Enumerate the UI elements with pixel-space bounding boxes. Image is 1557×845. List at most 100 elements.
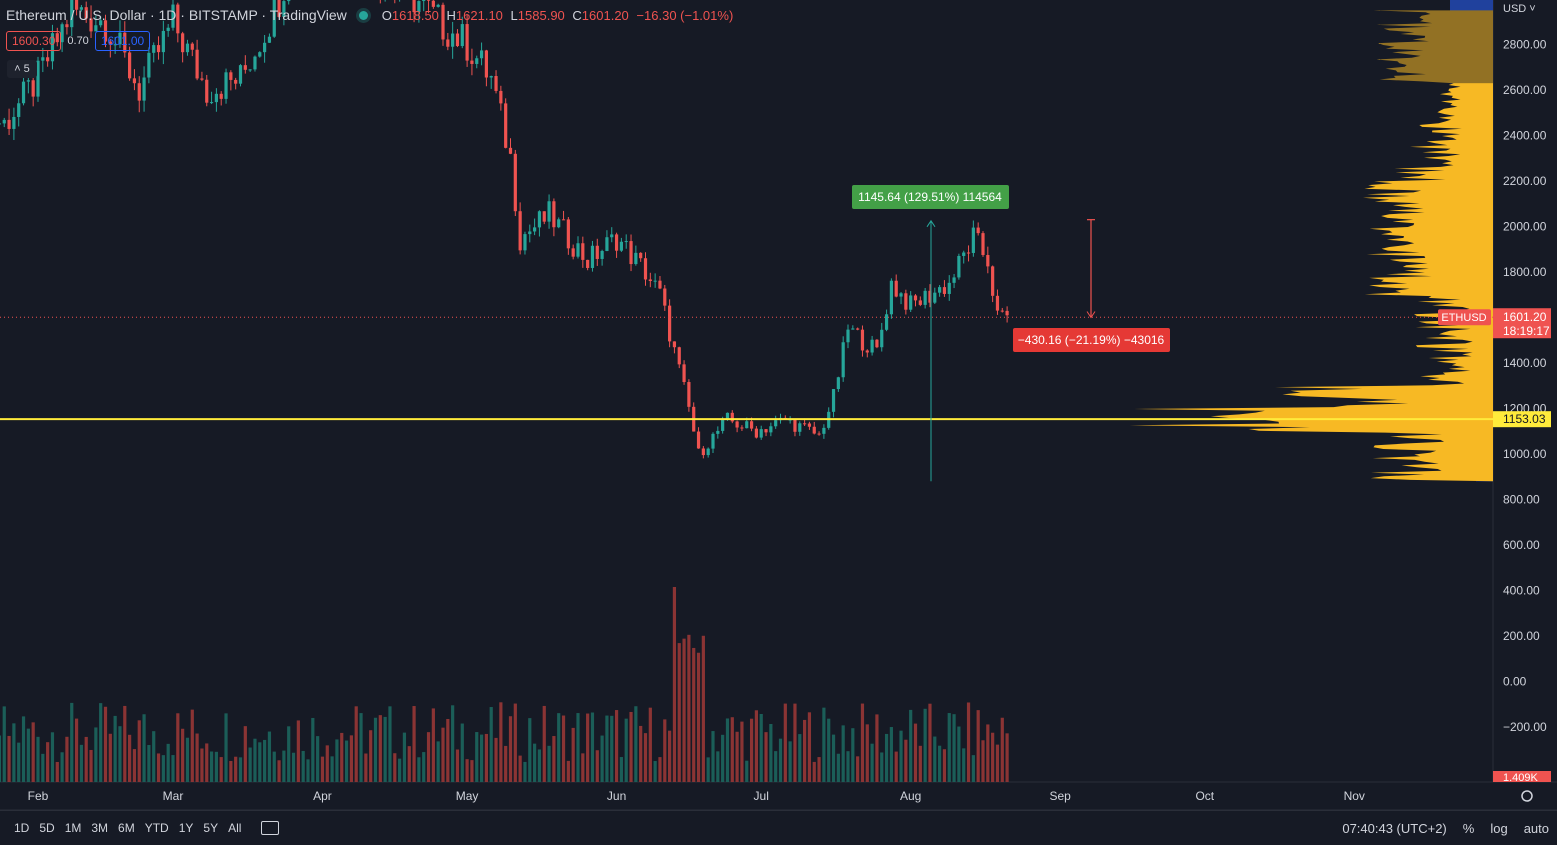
volume-bar bbox=[465, 759, 469, 782]
range-5d[interactable]: 5D bbox=[39, 821, 55, 835]
candle-body bbox=[571, 248, 575, 257]
volume-bar bbox=[364, 753, 368, 782]
range-all[interactable]: All bbox=[228, 821, 242, 835]
candle-body bbox=[547, 201, 551, 222]
range-1y[interactable]: 1Y bbox=[178, 821, 194, 835]
high-value: 1621.10 bbox=[455, 7, 503, 23]
range-6m[interactable]: 6M bbox=[118, 821, 135, 835]
volume-bar bbox=[195, 733, 199, 782]
candle-body bbox=[17, 103, 21, 117]
candle-body bbox=[711, 433, 715, 449]
volume-bar bbox=[971, 755, 975, 782]
volume-bar bbox=[31, 722, 35, 782]
volume-bar bbox=[952, 714, 956, 782]
candle-body bbox=[46, 57, 50, 62]
volume-bar bbox=[933, 736, 937, 782]
sell-button[interactable]: 1600.30 bbox=[6, 31, 62, 51]
volume-bar bbox=[904, 739, 908, 782]
range-1m[interactable]: 1M bbox=[64, 821, 82, 835]
y-tick-label: 1400.00 bbox=[1503, 356, 1547, 370]
volume-bar bbox=[200, 748, 204, 782]
volume-bar bbox=[1005, 733, 1009, 782]
volume-bar bbox=[701, 635, 705, 782]
candle-body bbox=[933, 292, 937, 303]
candle-body bbox=[60, 24, 64, 43]
candle-body bbox=[489, 76, 493, 78]
low-value: 1585.90 bbox=[517, 7, 565, 23]
candle-body bbox=[234, 79, 238, 84]
symbol-title[interactable]: Ethereum / U.S. Dollar · 1D · BITSTAMP ·… bbox=[6, 7, 347, 23]
volume-bar bbox=[586, 713, 590, 782]
support-price-label: 1153.03 bbox=[1503, 412, 1546, 426]
candle-body bbox=[132, 78, 137, 84]
volume-bar bbox=[50, 732, 55, 782]
clock-readout[interactable]: 07:40:43 (UTC+2) bbox=[1342, 820, 1447, 836]
log-toggle[interactable]: log bbox=[1490, 820, 1508, 836]
candle-body bbox=[26, 80, 30, 82]
volume-bar bbox=[190, 709, 194, 782]
volume-bar bbox=[576, 713, 580, 782]
volume-bar bbox=[398, 758, 402, 782]
last-price-label: 1601.20 bbox=[1503, 310, 1547, 324]
candle-body bbox=[942, 287, 947, 294]
volume-bar bbox=[643, 733, 648, 782]
candle-body bbox=[614, 234, 619, 251]
currency-select[interactable]: USD ˅ bbox=[1503, 3, 1536, 15]
candle-body bbox=[880, 329, 884, 348]
volume-bar bbox=[629, 711, 633, 782]
candle-body bbox=[769, 426, 773, 433]
volume-bar bbox=[740, 721, 744, 782]
volume-bar bbox=[335, 739, 339, 782]
candle-body bbox=[884, 314, 889, 330]
volume-bar bbox=[263, 739, 267, 782]
candle-body bbox=[928, 290, 932, 303]
candle-body bbox=[470, 60, 474, 64]
volume-bar bbox=[571, 727, 575, 782]
measure-up-label: 1145.64 (129.51%) 114564 bbox=[858, 190, 1002, 204]
volume-bar bbox=[238, 757, 243, 782]
volume-bar bbox=[672, 587, 677, 782]
candle-body bbox=[976, 227, 980, 234]
y-tick-label: 1800.00 bbox=[1503, 265, 1547, 279]
y-tick-label: 2000.00 bbox=[1503, 220, 1547, 234]
candle-body bbox=[205, 79, 209, 103]
volume-bar bbox=[696, 652, 701, 782]
volume-bar bbox=[402, 732, 407, 782]
range-5y[interactable]: 5Y bbox=[203, 821, 219, 835]
candle-body bbox=[190, 43, 194, 50]
candle-body bbox=[185, 43, 190, 53]
candle-body bbox=[619, 241, 623, 251]
candle-body bbox=[161, 30, 165, 53]
indicators-toggle[interactable]: ˄ 5 bbox=[7, 60, 37, 78]
candle-body bbox=[590, 245, 595, 268]
candle-body bbox=[542, 211, 546, 222]
volume-bar bbox=[118, 726, 122, 782]
settings-icon[interactable] bbox=[1521, 790, 1533, 802]
volume-bar bbox=[103, 706, 108, 782]
candle-body bbox=[41, 57, 45, 61]
volume-bar bbox=[899, 730, 903, 782]
volume-bar bbox=[793, 703, 797, 782]
buy-button[interactable]: 1601.00 bbox=[94, 31, 151, 51]
candle-body bbox=[851, 328, 855, 330]
volume-bar bbox=[966, 702, 971, 782]
candle-body bbox=[682, 364, 686, 383]
percent-toggle[interactable]: % bbox=[1462, 820, 1475, 836]
range-ytd[interactable]: YTD bbox=[144, 821, 169, 835]
volume-bar bbox=[909, 709, 913, 782]
auto-toggle[interactable]: auto bbox=[1523, 820, 1549, 836]
candle-body bbox=[894, 280, 898, 297]
range-1d[interactable]: 1D bbox=[14, 821, 30, 835]
volume-bar bbox=[499, 702, 503, 782]
volume-bar bbox=[831, 734, 836, 782]
date-range-icon[interactable] bbox=[261, 821, 280, 835]
open-label: O bbox=[381, 7, 392, 23]
candle-body bbox=[176, 4, 180, 34]
range-3m[interactable]: 3M bbox=[91, 821, 109, 835]
volume-bar bbox=[166, 743, 170, 782]
volume-bar bbox=[976, 710, 980, 782]
x-tick-label: Aug bbox=[900, 789, 921, 803]
volume-bar bbox=[884, 733, 889, 782]
volume-bar bbox=[70, 702, 74, 782]
